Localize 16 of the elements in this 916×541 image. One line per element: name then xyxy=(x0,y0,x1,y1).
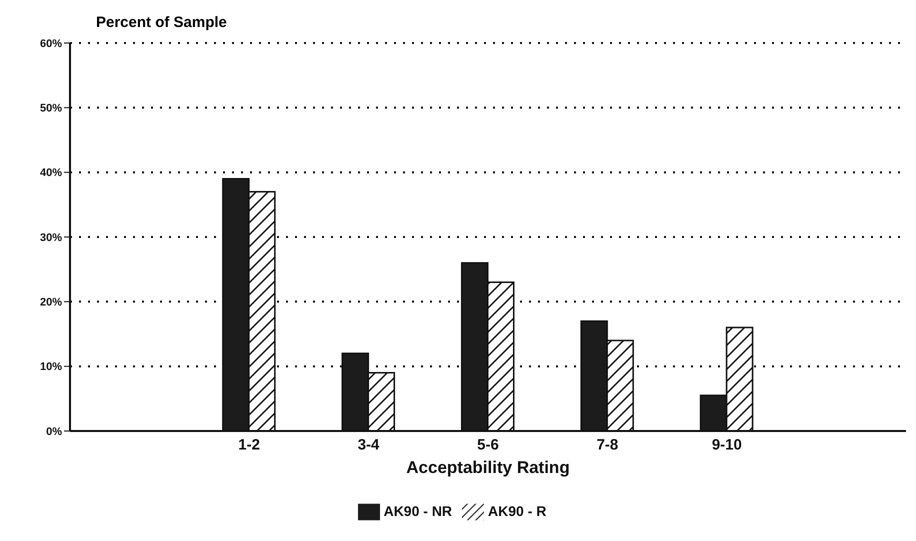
y-tick-label: 40% xyxy=(40,167,62,180)
y-tick-label: 30% xyxy=(40,232,62,244)
y-tick-label: 10% xyxy=(40,361,62,374)
y-tick-label: 50% xyxy=(40,102,62,115)
legend-label: AK90 - NR xyxy=(384,503,452,520)
x-tick-label: 5-6 xyxy=(477,436,499,454)
x-tick-label: 3-4 xyxy=(358,436,380,454)
chart-title: Percent of Sample xyxy=(96,14,227,31)
x-tick-label: 1-2 xyxy=(238,436,260,454)
y-tick-label: 0% xyxy=(46,426,62,438)
y-tick-label: 20% xyxy=(40,296,62,309)
legend-label: AK90 - R xyxy=(488,503,546,520)
x-tick-label: 9-10 xyxy=(712,436,742,454)
x-tick-label: 7-8 xyxy=(596,436,618,454)
x-axis-title: Acceptability Rating xyxy=(406,458,570,477)
y-tick-label: 60% xyxy=(40,38,62,50)
